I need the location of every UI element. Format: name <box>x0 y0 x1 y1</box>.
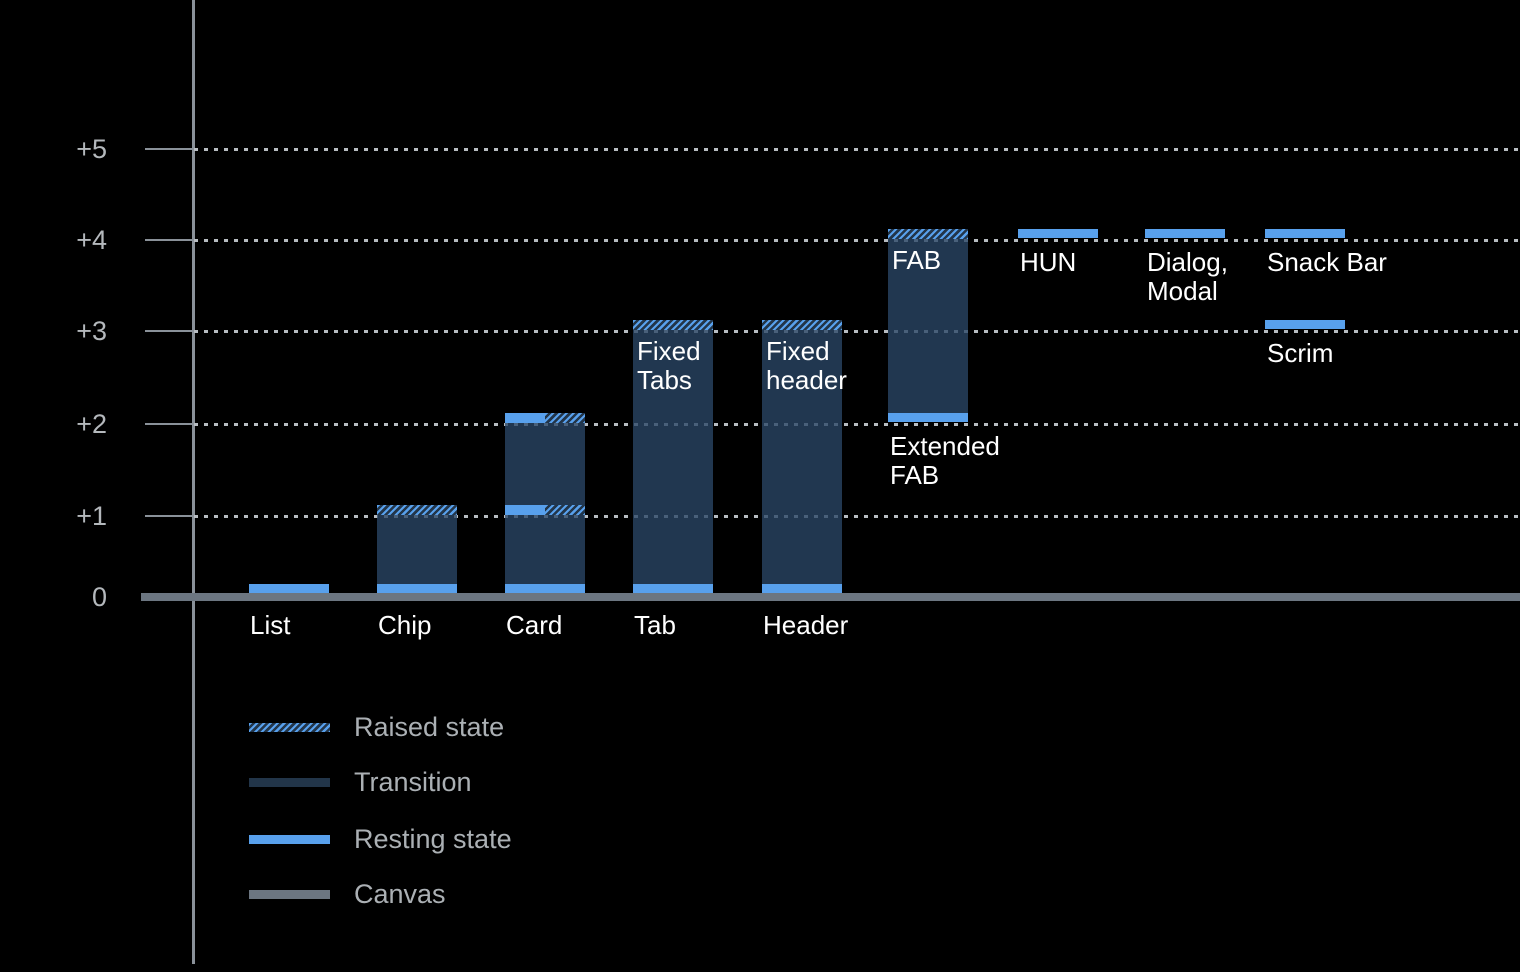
category-label: Extended FAB <box>890 431 1000 490</box>
resting-band-half <box>505 505 545 515</box>
resting-band-half <box>505 413 545 423</box>
category-label: Tab <box>634 610 676 640</box>
bar-body-extended-fab <box>888 229 968 422</box>
category-label: Scrim <box>1267 338 1334 368</box>
resting-band <box>633 584 713 593</box>
split-band <box>505 413 585 423</box>
legend-swatch-resting-state <box>249 835 330 844</box>
gridline-+4 <box>194 239 1520 242</box>
raised-band <box>377 505 457 515</box>
legend-label: Raised state <box>354 712 505 742</box>
gridline-+2 <box>194 423 1520 426</box>
gridline-+1 <box>194 515 1520 518</box>
tick-mark-+2 <box>145 423 194 425</box>
legend-swatch-canvas <box>249 890 330 899</box>
resting-band <box>1265 229 1345 238</box>
bar-inner-label: Fixed Tabs <box>637 336 701 395</box>
raised-band-half <box>545 505 585 515</box>
tick-mark-+3 <box>145 330 194 332</box>
legend-swatch-transition <box>249 778 330 787</box>
legend-label: Resting state <box>354 824 512 854</box>
legend-label: Canvas <box>354 879 446 909</box>
category-label: Dialog, Modal <box>1147 247 1228 306</box>
y-tick-label: +4 <box>76 225 107 255</box>
y-tick-label: +3 <box>76 316 107 346</box>
category-label: Header <box>763 610 849 640</box>
y-tick-label: +2 <box>76 409 107 439</box>
y-tick-label: 0 <box>91 582 107 612</box>
bar-body-header <box>762 320 842 593</box>
y-tick-label: +5 <box>76 134 107 164</box>
split-band <box>505 505 585 515</box>
resting-band <box>888 413 968 422</box>
category-label: List <box>250 610 291 640</box>
category-label: HUN <box>1020 247 1077 277</box>
tick-mark-+5 <box>145 148 194 150</box>
y-axis-line <box>192 0 195 964</box>
resting-band <box>1145 229 1225 238</box>
canvas-baseline <box>141 593 1520 601</box>
resting-band <box>762 584 842 593</box>
bar-inner-label: Fixed header <box>766 336 847 395</box>
bar-body-chip <box>377 505 457 593</box>
legend-label: Transition <box>354 767 472 797</box>
category-label: Chip <box>378 610 432 640</box>
resting-band <box>377 584 457 593</box>
category-label: Snack Bar <box>1267 247 1387 277</box>
raised-band <box>888 229 968 239</box>
bar-body-tab <box>633 320 713 593</box>
legend-swatch-raised-state <box>249 723 330 732</box>
resting-band <box>1018 229 1098 238</box>
raised-band <box>633 320 713 330</box>
resting-band <box>1265 320 1345 329</box>
raised-band-half <box>545 413 585 423</box>
gridline-+5 <box>194 148 1520 151</box>
y-tick-label: +1 <box>76 501 107 531</box>
raised-band <box>762 320 842 330</box>
resting-band <box>249 584 329 593</box>
bar-body-card <box>505 413 585 593</box>
category-label: Card <box>506 610 563 640</box>
bar-inner-label: FAB <box>892 245 942 275</box>
gridline-+3 <box>194 330 1520 333</box>
tick-mark-+4 <box>145 239 194 241</box>
resting-band <box>505 584 585 593</box>
tick-mark-+1 <box>145 515 194 517</box>
